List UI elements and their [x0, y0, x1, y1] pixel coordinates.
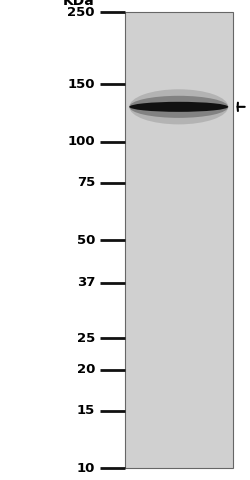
Ellipse shape: [129, 89, 228, 124]
Text: 20: 20: [76, 363, 95, 376]
Text: 15: 15: [77, 404, 95, 417]
Text: 10: 10: [76, 461, 95, 475]
Text: 100: 100: [68, 135, 95, 148]
Ellipse shape: [129, 102, 228, 112]
Text: 25: 25: [77, 332, 95, 345]
Bar: [125, 12, 232, 468]
Text: 150: 150: [68, 78, 95, 91]
Text: KDa: KDa: [63, 0, 95, 8]
Text: 75: 75: [77, 176, 95, 189]
Text: 37: 37: [76, 276, 95, 289]
Text: 250: 250: [68, 5, 95, 19]
Text: 50: 50: [76, 233, 95, 247]
Ellipse shape: [129, 96, 228, 118]
